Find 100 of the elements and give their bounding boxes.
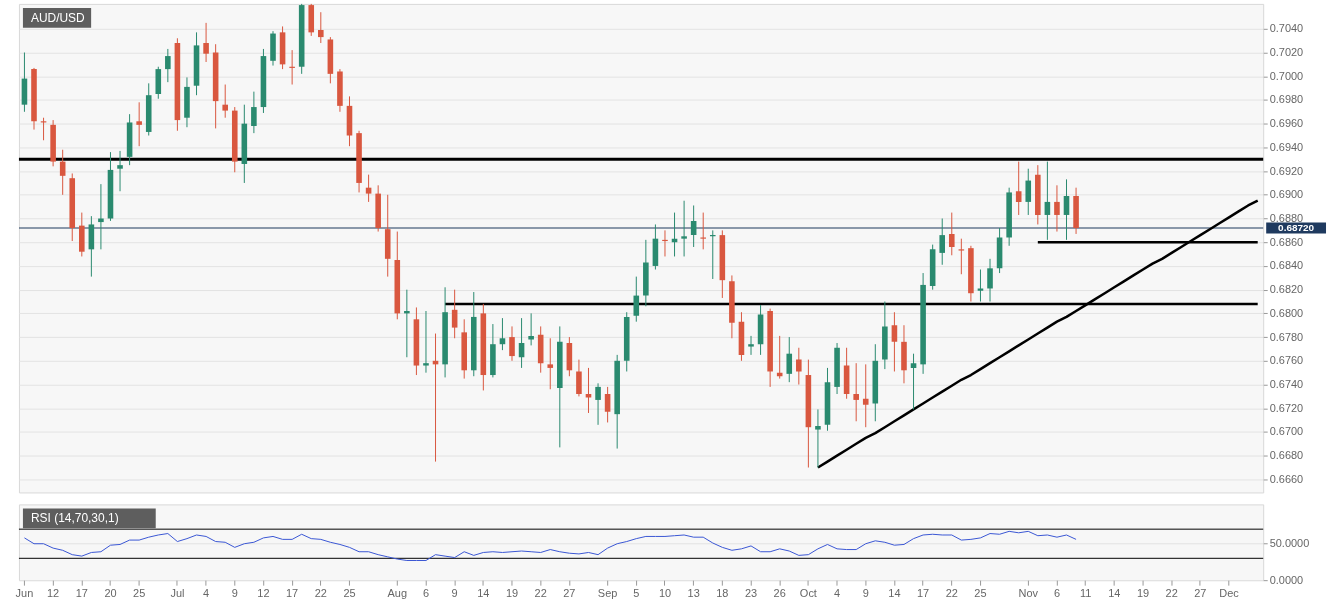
candlestick xyxy=(700,212,707,250)
candlestick xyxy=(117,150,123,192)
x-tick-label: 25 xyxy=(133,586,146,599)
candlestick xyxy=(987,258,993,303)
candlestick xyxy=(499,317,506,351)
x-tick-label: Nov xyxy=(1018,586,1039,599)
x-tick-label: 19 xyxy=(505,586,519,599)
x-tick-label: 27 xyxy=(563,586,576,599)
x-tick-label: Jul xyxy=(170,586,185,599)
y-tick-label: 0.6720 xyxy=(1269,401,1304,414)
candlestick xyxy=(423,310,429,374)
y-tick-label: 0.6880 xyxy=(1269,212,1304,224)
x-tick-label: 22 xyxy=(534,586,547,599)
x-tick-label: 14 xyxy=(1108,586,1121,599)
x-tick-label: 18 xyxy=(716,586,729,599)
x-tick-label: 4 xyxy=(834,586,841,599)
y-tick-label: 0.6660 xyxy=(1269,472,1304,485)
y-tick-label: 0.6940 xyxy=(1269,140,1304,153)
y-tick-label: 0.6760 xyxy=(1269,354,1304,367)
x-tick-label: 25 xyxy=(343,586,356,599)
y-tick-label: 0.6780 xyxy=(1269,330,1304,343)
candlestick xyxy=(576,359,582,397)
y-tick-label: 0.6740 xyxy=(1269,378,1304,391)
x-tick-label: 12 xyxy=(257,586,270,599)
x-tick-label: 13 xyxy=(687,586,700,599)
candlestick xyxy=(748,335,754,356)
candlestick xyxy=(633,276,640,323)
x-tick-label: 6 xyxy=(1053,586,1060,599)
candlestick xyxy=(365,174,372,203)
text: RSI (14,70,30,1) xyxy=(30,511,119,526)
candlestick xyxy=(862,363,869,428)
candlestick xyxy=(1015,161,1022,216)
y-tick-label: 0.6980 xyxy=(1269,93,1304,106)
candlestick xyxy=(547,337,554,390)
candlestick xyxy=(98,183,104,250)
candlestick xyxy=(891,311,898,372)
x-tick-label: Jun xyxy=(15,586,34,599)
y-tick-label: 0.7040 xyxy=(1269,22,1304,35)
x-tick-label: Aug xyxy=(387,586,408,599)
x-tick-label: 9 xyxy=(862,586,869,599)
y-tick-label: 0.7000 xyxy=(1269,69,1304,82)
candlestick xyxy=(136,101,142,147)
x-tick-label: 19 xyxy=(1136,586,1150,599)
candlestick xyxy=(509,325,515,362)
candlestick xyxy=(222,84,228,119)
x-tick-label: 17 xyxy=(917,586,930,599)
candlestick xyxy=(939,218,946,266)
x-tick-label: 5 xyxy=(633,586,640,599)
x-tick-label: 22 xyxy=(314,586,327,599)
x-tick-label: 17 xyxy=(75,586,88,599)
y-tick-label: 0.0000 xyxy=(1269,573,1304,586)
y-tick-label: 0.6920 xyxy=(1269,164,1304,177)
candlestick xyxy=(948,212,955,256)
candlestick xyxy=(853,362,859,422)
x-tick-label: Oct xyxy=(799,586,817,599)
candlestick xyxy=(318,11,324,44)
x-tick-label: 20 xyxy=(104,586,117,599)
x-tick-label: Dec xyxy=(1219,586,1240,599)
candlestick xyxy=(977,269,984,303)
candlestick xyxy=(1063,178,1070,241)
x-tick-label: 22 xyxy=(1165,586,1178,599)
x-tick-label: 25 xyxy=(974,586,987,599)
candlestick xyxy=(681,200,687,257)
y-tick-label: 0.7020 xyxy=(1269,46,1304,58)
y-tick-label: 0.6840 xyxy=(1269,259,1304,272)
x-tick-label: 27 xyxy=(1194,586,1207,599)
y-tick-label: 0.6860 xyxy=(1269,235,1304,248)
candlestick xyxy=(1054,184,1060,233)
x-tick-label: 4 xyxy=(203,586,210,599)
x-tick-label: 9 xyxy=(451,586,458,599)
candlestick xyxy=(451,289,458,339)
y-tick-label: 0.6800 xyxy=(1269,306,1304,319)
candlestick xyxy=(815,408,821,469)
y-tick-label: 0.6700 xyxy=(1269,425,1304,438)
x-tick-label: 9 xyxy=(231,586,238,599)
x-tick-label: Sep xyxy=(597,586,618,599)
x-tick-label: 17 xyxy=(286,586,299,599)
x-tick-label: 22 xyxy=(945,586,958,599)
candlestick xyxy=(528,312,534,346)
candlestick xyxy=(786,336,793,383)
candlestick xyxy=(165,48,171,83)
candlestick xyxy=(203,22,209,63)
y-tick-label: 0.6900 xyxy=(1269,188,1304,201)
x-tick-label: 23 xyxy=(744,586,758,599)
candlestick xyxy=(796,347,802,386)
candlestick xyxy=(958,238,965,275)
y-tick-label: 0.6680 xyxy=(1269,449,1304,462)
y-tick-label: 0.6960 xyxy=(1269,117,1304,130)
y-tick-label: 0.6820 xyxy=(1269,283,1304,296)
candlestick xyxy=(251,91,257,134)
text: AUD/USD xyxy=(30,10,86,25)
x-tick-label: 14 xyxy=(477,586,490,599)
candlestick xyxy=(910,353,917,410)
line-series xyxy=(23,530,1077,561)
x-tick-label: 14 xyxy=(888,586,901,599)
x-tick-label: 12 xyxy=(47,586,60,599)
x-tick-label: 11 xyxy=(1079,586,1092,599)
x-tick-label: 10 xyxy=(658,586,672,599)
x-tick-label: 6 xyxy=(422,586,430,599)
candlestick xyxy=(404,289,410,358)
